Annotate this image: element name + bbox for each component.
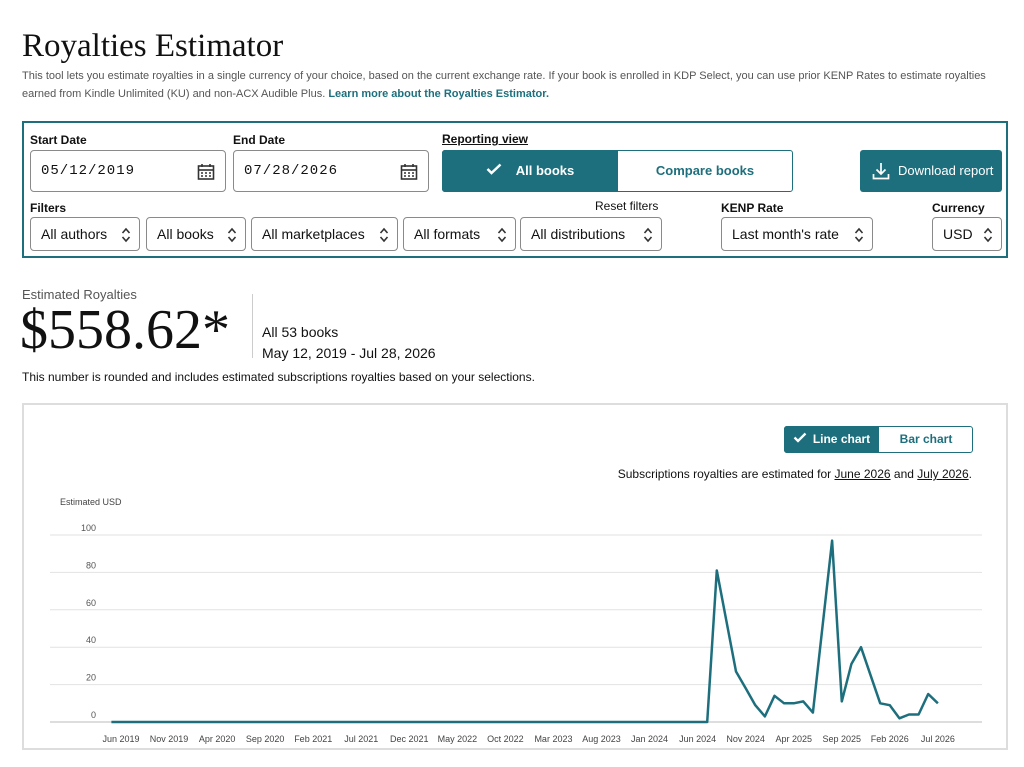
line-chart-option[interactable]: Line chart [784,426,879,453]
y-tick-label: 60 [86,598,96,608]
dropdown-value: All books [157,226,214,242]
option-text: All books [515,163,575,178]
calendar-icon [197,164,215,180]
y-tick-label: 80 [86,560,96,570]
x-tick-label: Dec 2021 [390,734,429,744]
reporting-view-label: Reporting view [442,132,529,146]
download-text: Download report [898,163,994,178]
check-icon [793,432,807,443]
chevron-icon [643,227,653,243]
date-range: May 12, 2019 - Jul 28, 2026 [262,345,436,361]
filter-dropdown[interactable]: All authors [30,217,140,251]
y-tick-label: 100 [81,523,96,533]
note-text: . [968,467,972,481]
chevron-icon [227,227,237,243]
x-tick-label: Apr 2020 [199,734,236,744]
start-date-value: 05/12/2019 [41,163,136,179]
chevron-icon [497,227,507,243]
x-tick-label: Aug 2023 [582,734,621,744]
download-button[interactable]: Download report [860,150,1002,192]
dropdown-value: Last month's rate [732,226,839,242]
y-tick-label: 40 [86,635,96,645]
x-tick-label: Oct 2022 [487,734,524,744]
estimated-label: Estimated Royalties [22,287,137,302]
option-text: Line chart [812,432,871,446]
data-line [111,539,939,724]
chart-card [22,403,1008,750]
x-tick-label: Apr 2025 [775,734,812,744]
y-tick-label: 0 [91,710,96,720]
month-link[interactable]: June 2026 [834,467,891,481]
end-date-value: 07/28/2026 [244,163,339,179]
download-icon [872,163,890,180]
note-text: Subscriptions royalties are estimated fo… [617,467,832,481]
x-tick-label: Mar 2023 [534,734,572,744]
x-tick-label: Nov 2019 [150,734,189,744]
dropdown-value: All formats [414,226,481,242]
estimate-note: Subscriptions royalties are estimated fo… [618,467,972,481]
filter-dropdown[interactable]: All distributions [520,217,662,251]
x-tick-label: Sep 2020 [246,734,285,744]
calendar-icon [400,164,418,180]
learn-more-link[interactable]: Learn more about the Royalties Estimator… [328,88,549,100]
page-title: Royalties Estimator [22,28,284,64]
currency-label: Currency [932,201,985,215]
end-date-label: End Date [233,133,286,147]
description: This tool lets you estimate royalties in… [22,67,1022,103]
summary-note: This number is rounded and includes esti… [22,370,535,384]
x-tick-label: Jan 2024 [631,734,668,744]
chevron-icon [121,227,131,243]
settings-panel [22,121,1008,258]
x-tick-label: Sep 2025 [822,734,861,744]
book-count: All 53 books [262,324,339,340]
chevron-icon [379,227,389,243]
end-date-input[interactable]: 07/28/2026 [233,150,429,192]
start-date-label: Start Date [30,133,87,147]
start-date-input[interactable]: 05/12/2019 [30,150,226,192]
filter-dropdown[interactable]: All books [146,217,246,251]
dropdown-value: USD [943,226,973,242]
kenp-dropdown[interactable]: Last month's rate [721,217,873,251]
dropdown-value: All marketplaces [262,226,365,242]
description-text: This tool lets you estimate royalties in… [22,70,986,100]
filters-label: Filters [30,201,67,215]
filter-dropdown[interactable]: All marketplaces [251,217,398,251]
x-tick-label: Jun 2019 [102,734,139,744]
dropdown-value: All authors [41,226,108,242]
reset-filters[interactable]: Reset filters [595,199,659,213]
chevron-icon [983,227,993,243]
currency-dropdown[interactable]: USD [932,217,1002,251]
x-tick-label: Feb 2026 [871,734,909,744]
compare-books-option[interactable]: Compare books [655,163,755,178]
x-tick-label: Nov 2024 [726,734,765,744]
x-tick-label: Feb 2021 [294,734,332,744]
note-text: and [893,467,914,481]
x-tick-label: Jun 2024 [679,734,716,744]
x-tick-label: Jul 2021 [344,734,378,744]
bar-chart-option[interactable]: Bar chart [899,432,953,446]
filter-dropdown[interactable]: All formats [403,217,516,251]
y-axis-title: Estimated USD [60,497,122,507]
x-tick-label: Jul 2026 [921,734,955,744]
dropdown-value: All distributions [531,226,626,242]
y-tick-label: 20 [86,673,96,683]
check-icon [486,163,502,175]
chevron-icon [854,227,864,243]
all-books-option[interactable]: All books [442,150,618,192]
kenp-label: KENP Rate [721,201,784,215]
month-link[interactable]: July 2026 [917,467,969,481]
divider [252,294,253,358]
royalty-amount: $558.62* [20,299,230,361]
x-tick-label: May 2022 [438,734,478,744]
